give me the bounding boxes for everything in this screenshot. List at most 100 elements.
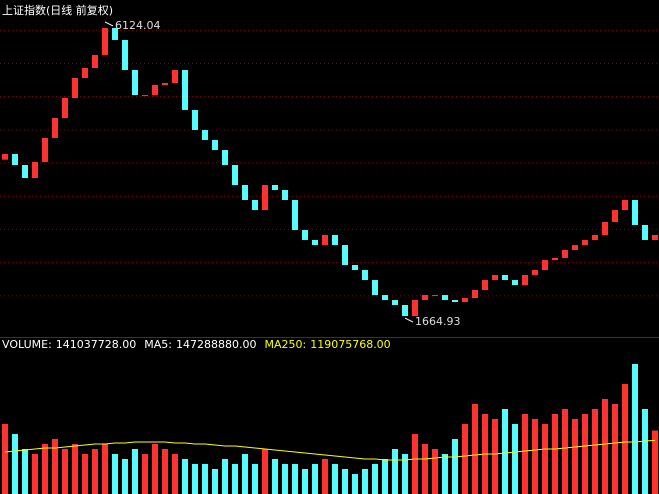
volume-bar bbox=[342, 468, 348, 494]
candle-body bbox=[542, 260, 548, 270]
candle-body bbox=[112, 28, 118, 40]
volume-bar bbox=[132, 449, 138, 494]
candle-body bbox=[102, 28, 108, 55]
header-value: 147288880.00 bbox=[176, 338, 256, 351]
volume-bar bbox=[432, 449, 438, 494]
volume-bar bbox=[652, 430, 658, 494]
volume-bar bbox=[502, 408, 508, 494]
volume-bar bbox=[242, 453, 248, 494]
candle-body bbox=[442, 295, 448, 301]
candle-body bbox=[292, 200, 298, 231]
volume-bar bbox=[602, 399, 608, 494]
volume-bar bbox=[542, 423, 548, 494]
volume-bar bbox=[12, 434, 18, 494]
volume-bar bbox=[232, 463, 238, 494]
header-name: MA250: bbox=[264, 338, 306, 351]
volume-bar bbox=[552, 413, 558, 494]
candle-body bbox=[452, 300, 458, 303]
candle-body bbox=[42, 137, 48, 163]
candle-body bbox=[532, 269, 538, 275]
volume-bar bbox=[102, 444, 108, 494]
volume-bar bbox=[192, 463, 198, 494]
candle-body bbox=[232, 165, 238, 186]
candle-body bbox=[612, 210, 618, 222]
volume-bar bbox=[412, 434, 418, 494]
volume-bar bbox=[522, 413, 528, 494]
volume-bar bbox=[32, 453, 38, 494]
candle-body bbox=[222, 150, 228, 166]
candle-body bbox=[122, 39, 128, 70]
header-name: MA5: bbox=[144, 338, 172, 351]
volume-bar bbox=[252, 463, 258, 494]
volume-bar bbox=[372, 463, 378, 494]
ma-line bbox=[4, 439, 656, 461]
candle-body bbox=[562, 250, 568, 258]
candle-body bbox=[512, 280, 518, 286]
volume-bar bbox=[152, 444, 158, 494]
candle-body bbox=[502, 274, 508, 281]
candle-body bbox=[32, 162, 38, 179]
volume-bar bbox=[52, 439, 58, 494]
candle-body bbox=[412, 300, 418, 317]
annotation: 6124.04 bbox=[115, 19, 161, 32]
volume-bar bbox=[322, 458, 328, 494]
volume-bar bbox=[42, 444, 48, 494]
annotation-leader bbox=[404, 317, 414, 323]
volume-bar bbox=[212, 468, 218, 494]
volume-bar bbox=[452, 439, 458, 494]
volume-bar bbox=[612, 404, 618, 494]
candle-body bbox=[332, 235, 338, 246]
header-value: 141037728.00 bbox=[56, 338, 136, 351]
candle-body bbox=[62, 98, 68, 118]
candle-body bbox=[152, 84, 158, 96]
candle-body bbox=[22, 165, 28, 179]
volume-bar bbox=[472, 404, 478, 494]
candle-body bbox=[572, 245, 578, 251]
candle-body bbox=[312, 239, 318, 246]
volume-bar bbox=[272, 458, 278, 494]
volume-bar bbox=[642, 408, 648, 494]
candle-body bbox=[142, 95, 148, 97]
volume-bar bbox=[392, 449, 398, 494]
candle-body bbox=[132, 69, 138, 96]
candle-body bbox=[322, 235, 328, 246]
candle-body bbox=[462, 298, 468, 303]
volume-bar bbox=[262, 449, 268, 494]
candle-body bbox=[202, 130, 208, 140]
candle-body bbox=[602, 221, 608, 236]
candle-body bbox=[92, 54, 98, 68]
volume-bar bbox=[352, 474, 358, 494]
volume-bar bbox=[222, 458, 228, 494]
volume-bar bbox=[592, 408, 598, 494]
volume-bar bbox=[582, 413, 588, 494]
candle-body bbox=[582, 239, 588, 246]
annotation: 1664.93 bbox=[415, 315, 461, 328]
volume-bar bbox=[22, 449, 28, 494]
candle-body bbox=[592, 235, 598, 240]
candle-body bbox=[282, 189, 288, 201]
candle-body bbox=[262, 185, 268, 211]
candle-body bbox=[82, 67, 88, 79]
volume-bar bbox=[182, 458, 188, 494]
candle-body bbox=[242, 185, 248, 201]
candle-body bbox=[252, 200, 258, 211]
candle-body bbox=[52, 117, 58, 138]
candle-body bbox=[492, 274, 498, 281]
volume-bar bbox=[112, 453, 118, 494]
candle-body bbox=[632, 200, 638, 225]
volume-bar bbox=[2, 423, 8, 494]
volume-bar bbox=[532, 418, 538, 494]
volume-bar bbox=[142, 453, 148, 494]
candle-body bbox=[12, 153, 18, 166]
candle-body bbox=[652, 235, 658, 240]
volume-bar bbox=[82, 453, 88, 494]
volume-bar bbox=[422, 444, 428, 494]
volume-bar bbox=[172, 453, 178, 494]
candle-body bbox=[522, 274, 528, 286]
volume-bar bbox=[162, 449, 168, 494]
candle-body bbox=[182, 69, 188, 110]
volume-bar bbox=[202, 463, 208, 494]
candle-body bbox=[392, 300, 398, 305]
candle-body bbox=[432, 295, 438, 297]
